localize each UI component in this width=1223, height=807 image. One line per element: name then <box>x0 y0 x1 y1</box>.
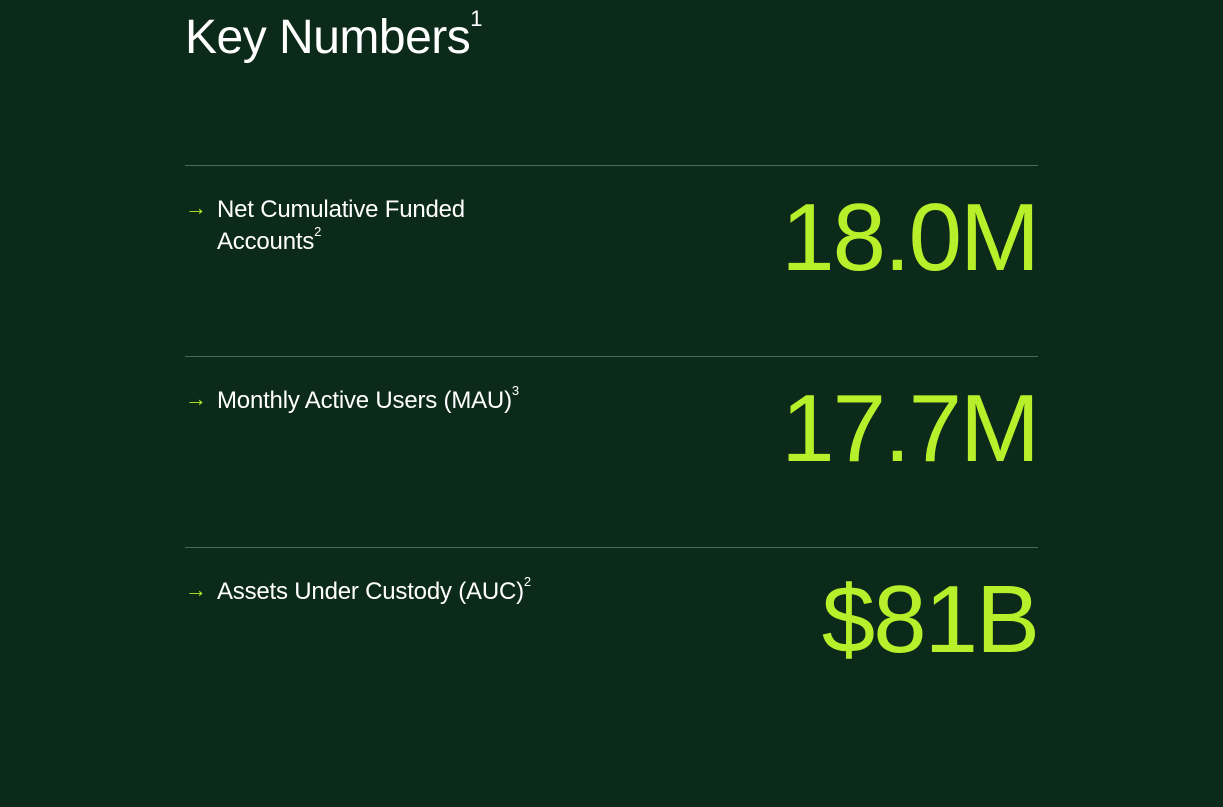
metric-value: 18.0M <box>781 190 1038 286</box>
metric-label-wrap: → Net Cumulative Funded Accounts2 <box>185 194 545 259</box>
metric-label-text: Monthly Active Users (MAU) <box>217 387 512 414</box>
metric-label: Monthly Active Users (MAU)3 <box>217 385 519 417</box>
key-numbers-panel: Key Numbers1 → Net Cumulative Funded Acc… <box>0 10 1223 738</box>
arrow-right-icon: → <box>185 194 207 223</box>
metric-row: → Monthly Active Users (MAU)3 17.7M <box>185 356 1038 547</box>
metric-label-wrap: → Monthly Active Users (MAU)3 <box>185 385 519 417</box>
page-title: Key Numbers1 <box>185 10 1038 65</box>
metric-label-footnote: 2 <box>314 224 321 239</box>
metric-value: $81B <box>822 572 1038 668</box>
metric-label-footnote: 3 <box>512 383 519 398</box>
page-title-text: Key Numbers <box>185 11 470 64</box>
arrow-right-icon: → <box>185 576 207 605</box>
metric-label-text: Assets Under Custody (AUC) <box>217 578 524 605</box>
metric-value: 17.7M <box>781 381 1038 477</box>
metric-label: Assets Under Custody (AUC)2 <box>217 576 531 608</box>
metric-label-footnote: 2 <box>524 574 531 589</box>
metrics-list: → Net Cumulative Funded Accounts2 18.0M … <box>185 165 1038 738</box>
metric-label: Net Cumulative Funded Accounts2 <box>217 194 545 259</box>
metric-label-wrap: → Assets Under Custody (AUC)2 <box>185 576 531 608</box>
metric-row: → Assets Under Custody (AUC)2 $81B <box>185 547 1038 738</box>
metric-label-text: Net Cumulative Funded Accounts <box>217 196 465 255</box>
page-title-footnote: 1 <box>470 6 482 31</box>
arrow-right-icon: → <box>185 385 207 414</box>
metric-row: → Net Cumulative Funded Accounts2 18.0M <box>185 165 1038 356</box>
